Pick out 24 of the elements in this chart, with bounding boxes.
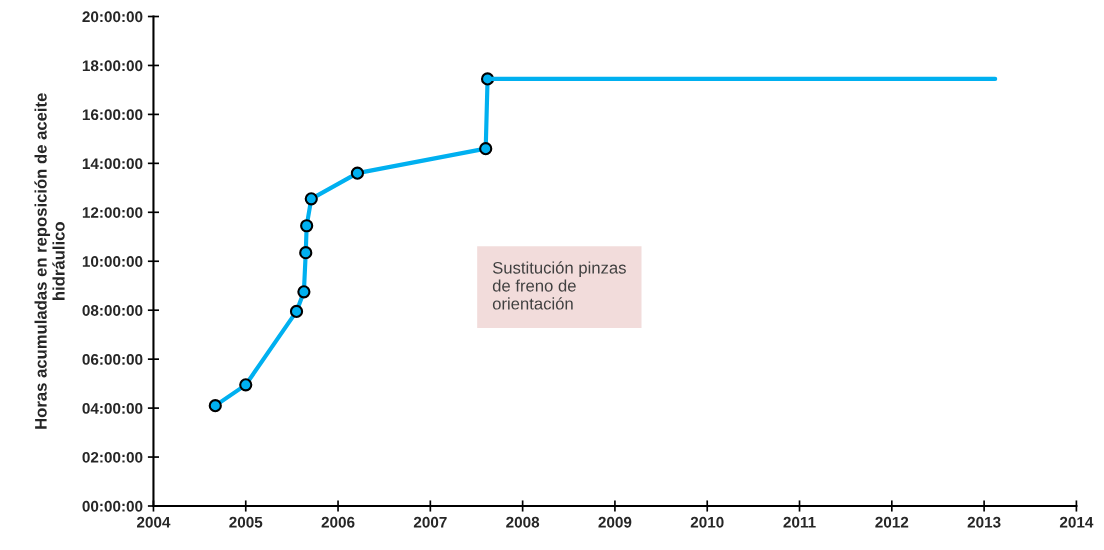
y-tick-label: 10:00:00: [82, 256, 143, 267]
x-tick-label: 2009: [598, 516, 632, 528]
x-tick-label: 2005: [229, 516, 263, 528]
y-tick-label: 04:00:00: [82, 402, 143, 414]
x-tick-label: 2014: [1059, 516, 1094, 528]
y-axis-title: Horas acumuladas en reposición de aceite hidráulico: [34, 93, 65, 429]
y-tick-label: 00:00:00: [82, 500, 143, 512]
x-tick-label: 2012: [875, 516, 909, 528]
x-tick-label: 2004: [136, 516, 171, 528]
y-tick-label: 02:00:00: [82, 451, 143, 463]
x-tick-label: 2006: [321, 516, 355, 528]
y-tick-label: 20:00:00: [82, 11, 143, 23]
y-tick-label: 08:00:00: [82, 305, 143, 316]
y-tick-label: 14:00:00: [82, 158, 143, 170]
x-tick-label: 2008: [506, 516, 540, 528]
y-tick-label: 18:00:00: [82, 60, 143, 72]
x-tick-label: 2007: [413, 516, 447, 528]
x-tick-label: 2013: [967, 516, 1001, 528]
x-tick-label: 2011: [783, 516, 816, 528]
annotation: Sustitución pinzas de freno de orientación: [492, 261, 626, 310]
y-tick-label: 16:00:00: [82, 109, 143, 121]
y-tick-label: 06:00:00: [82, 354, 143, 365]
y-tick-label: 12:00:00: [82, 207, 143, 218]
x-tick-label: 2010: [690, 516, 724, 528]
